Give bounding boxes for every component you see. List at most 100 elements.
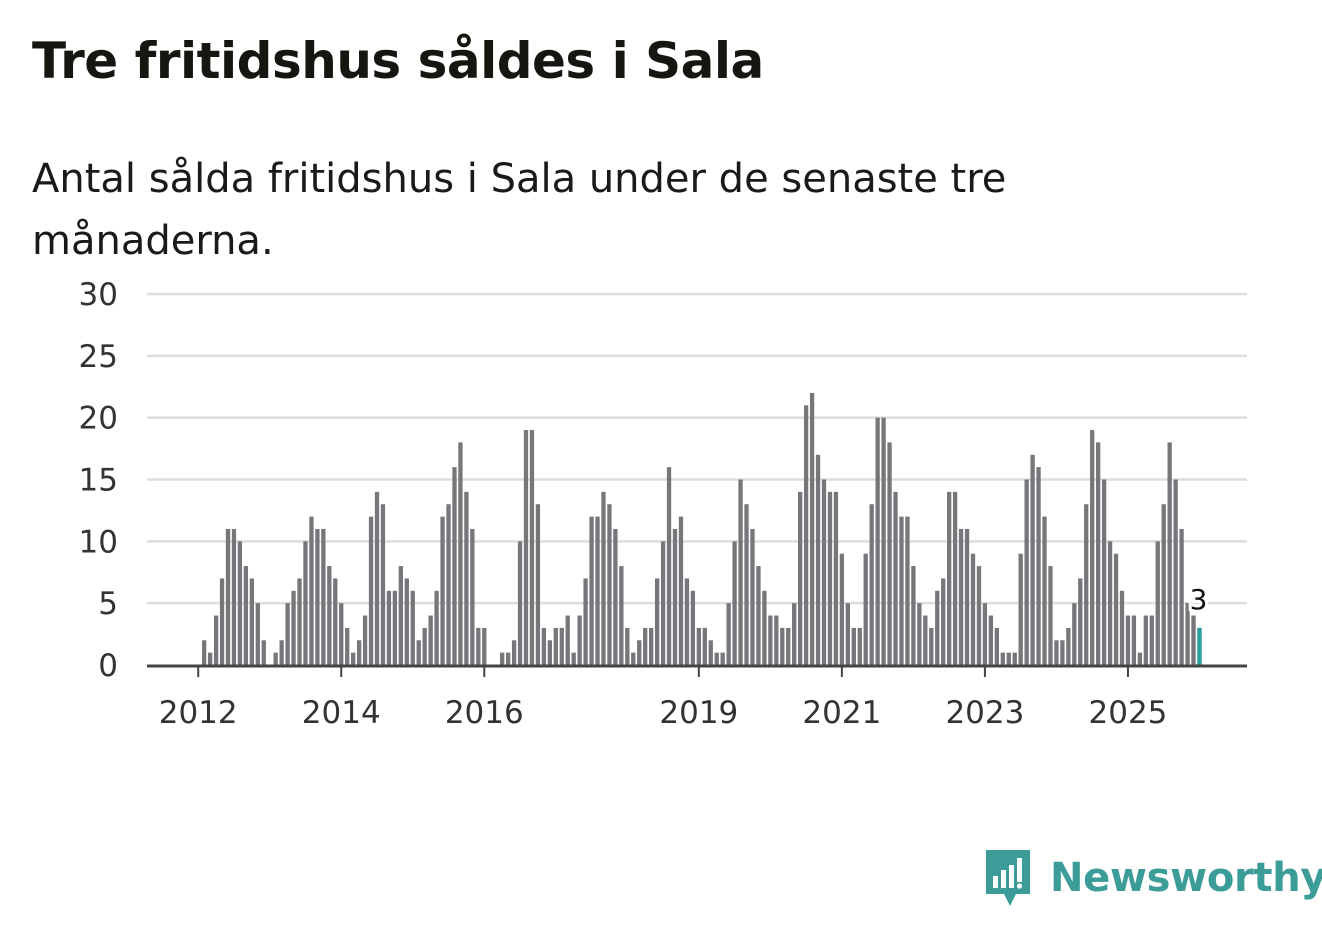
bar xyxy=(935,590,940,665)
x-axis-ticks: 2012 2014 2016 2019 2021 2023 2025 xyxy=(159,667,1168,731)
bar xyxy=(589,516,594,665)
highlight-bar xyxy=(1197,627,1202,665)
bar xyxy=(476,627,481,665)
bar xyxy=(315,528,320,665)
bar xyxy=(1072,603,1077,665)
bar xyxy=(273,652,278,665)
bar xyxy=(726,603,731,665)
bar xyxy=(696,627,701,665)
bar xyxy=(303,541,308,665)
bar xyxy=(929,627,934,665)
bar xyxy=(535,504,541,665)
bar xyxy=(565,615,570,665)
bar xyxy=(839,553,845,665)
bar xyxy=(792,603,797,665)
y-tick-label: 15 xyxy=(79,463,118,499)
bar xyxy=(446,504,451,665)
bar xyxy=(643,627,648,665)
bar xyxy=(422,627,427,665)
bar xyxy=(905,516,910,665)
bar xyxy=(684,578,690,665)
bar xyxy=(1012,652,1017,665)
bar xyxy=(780,627,785,665)
bar xyxy=(434,590,439,665)
bar xyxy=(1000,652,1005,665)
bar xyxy=(732,541,737,665)
bar xyxy=(1084,504,1089,665)
bar xyxy=(952,491,958,665)
bar xyxy=(231,528,237,665)
bar xyxy=(279,640,284,665)
bar xyxy=(958,528,964,665)
bar xyxy=(1036,467,1041,665)
bar xyxy=(500,652,505,665)
bar xyxy=(1060,640,1065,665)
bar xyxy=(202,640,207,665)
grid-lines xyxy=(147,292,1247,605)
bar xyxy=(851,627,856,665)
bar xyxy=(207,652,213,665)
y-tick-label: 10 xyxy=(79,524,118,560)
bar xyxy=(1101,479,1107,665)
bar xyxy=(756,566,761,665)
bar xyxy=(619,566,624,665)
y-tick-label: 0 xyxy=(98,648,118,684)
bar xyxy=(356,640,362,665)
y-axis-ticks: 0 5 10 15 20 25 30 xyxy=(79,277,118,684)
bar xyxy=(738,479,743,665)
bar xyxy=(297,578,302,665)
bar xyxy=(654,578,660,665)
bar xyxy=(1096,442,1101,665)
bar xyxy=(255,603,260,665)
x-tick-label: 2014 xyxy=(302,695,381,731)
bar xyxy=(1006,652,1011,665)
bar xyxy=(362,615,368,665)
bar xyxy=(1030,454,1035,665)
bar xyxy=(1149,615,1154,665)
bar xyxy=(1054,640,1059,665)
bar xyxy=(386,590,392,665)
bar xyxy=(887,442,892,665)
bar xyxy=(815,454,821,665)
bar xyxy=(1066,627,1071,665)
x-tick-label: 2019 xyxy=(659,695,738,731)
bar xyxy=(750,528,755,665)
bar xyxy=(392,590,398,665)
bar xyxy=(511,640,517,665)
value-labels: 3 xyxy=(1187,580,1211,619)
bar xyxy=(291,590,296,665)
chart-title: Tre fritidshus såldes i Sala xyxy=(32,32,764,90)
bar xyxy=(219,578,225,665)
bar xyxy=(464,491,469,665)
bar xyxy=(1090,430,1095,665)
bar xyxy=(1173,479,1178,665)
bar xyxy=(976,566,982,665)
bar xyxy=(416,640,421,665)
bar xyxy=(517,541,523,665)
bar xyxy=(899,516,904,665)
bar xyxy=(982,603,988,665)
brand-name: Newsworthy xyxy=(1050,855,1322,901)
bar xyxy=(261,640,266,665)
y-tick-label: 25 xyxy=(79,339,118,375)
bar xyxy=(523,430,529,665)
bar xyxy=(243,566,249,665)
bar xyxy=(964,528,970,665)
bar xyxy=(1042,516,1047,665)
bar xyxy=(458,442,463,665)
bar xyxy=(285,603,290,665)
bar xyxy=(607,504,612,665)
x-tick-label: 2025 xyxy=(1089,695,1168,731)
bar xyxy=(321,528,326,665)
bar xyxy=(452,467,457,665)
newsworthy-logo-icon xyxy=(986,850,1030,906)
bar xyxy=(690,590,696,665)
bar xyxy=(470,528,475,665)
bar xyxy=(941,578,946,665)
bar xyxy=(821,479,827,665)
bar xyxy=(577,615,582,665)
bar xyxy=(768,615,773,665)
y-tick-label: 30 xyxy=(79,277,118,313)
bar xyxy=(833,491,839,665)
